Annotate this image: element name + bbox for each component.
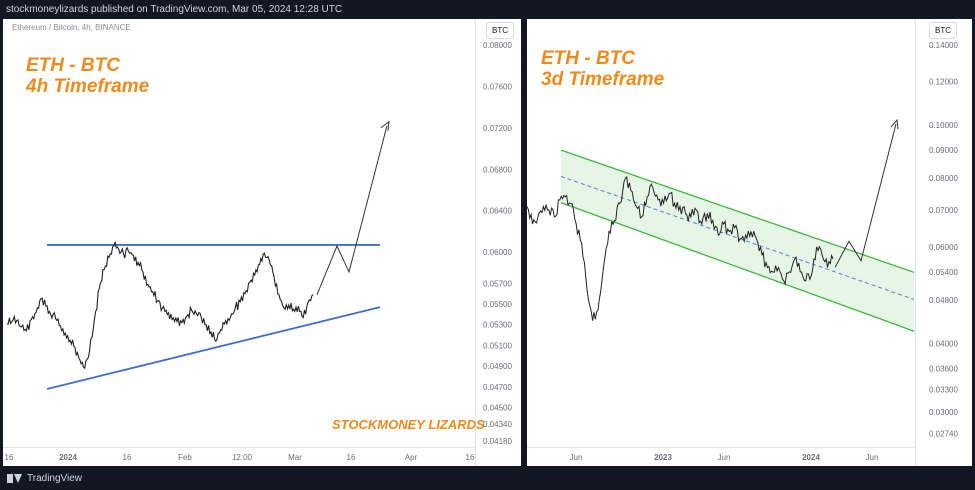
chart-panel-4h[interactable]: 0.08000 0.07600 0.07200 0.06800 0.06400 0.060… (3, 19, 521, 466)
price-tick-label: 0.14000 (929, 41, 958, 50)
price-tick-label: 0.03300 (929, 385, 958, 394)
price-axis-separator (915, 19, 916, 466)
price-tick-label: 0.08000 (483, 41, 512, 50)
price-series-line (527, 175, 834, 321)
symbol-info: Ethereum / Bitcoin, 4h, BINANCE (12, 23, 131, 32)
price-tick-label: 0.05100 (483, 341, 512, 350)
chart-title-3d: ETH - BTC 3d Timeframe (541, 48, 664, 90)
time-tick-label: Mar (288, 453, 302, 462)
tradingview-footer: TradingView (0, 467, 975, 490)
price-tick-label: 0.06000 (929, 243, 958, 252)
time-tick-label: 2024 (802, 453, 820, 462)
projection-arrowhead (380, 120, 390, 131)
price-tick-label: 0.12000 (929, 78, 958, 87)
chart-title-line2: 3d Timeframe (541, 69, 665, 90)
price-tick-label: 0.06000 (483, 248, 512, 257)
time-tick-label: 16 (5, 453, 14, 462)
channel-mid-line (560, 175, 915, 300)
price-tick-label: 0.06800 (483, 165, 512, 174)
author-watermark: STOCKMONEY LIZARDS (332, 417, 485, 432)
time-axis-separator (527, 447, 915, 448)
price-tick-label: 0.04700 (483, 383, 512, 392)
price-tick-label: 0.07000 (929, 206, 958, 215)
chart-panel-3d[interactable]: 0.14000 0.12000 0.10000 0.09000 0.08000 0.070… (527, 19, 972, 466)
price-tick-label: 0.04340 (483, 420, 512, 429)
channel-fill (561, 150, 914, 332)
time-tick-label: 16 (347, 453, 356, 462)
chart-4h-canvas[interactable]: 0.08000 0.07600 0.07200 0.06800 0.06400 0.060… (3, 19, 521, 466)
time-tick-label: 2023 (654, 453, 672, 462)
price-tick-label: 0.10000 (929, 121, 958, 130)
price-tick-label: 0.07600 (483, 82, 512, 91)
time-tick-label: 16 (123, 453, 132, 462)
price-tick-label: 0.04180 (483, 437, 512, 446)
price-tick-label: 0.06400 (483, 207, 512, 216)
publish-info-text: stockmoneylizards published on TradingVi… (6, 4, 343, 15)
time-tick-label: 2024 (59, 453, 77, 462)
price-tick-label: 0.05700 (483, 279, 512, 288)
price-tick-label: 0.04800 (929, 296, 958, 305)
price-tick-label: 0.02740 (929, 430, 958, 439)
chart-title-4h: ETH - BTC 4h Timeframe (26, 55, 149, 97)
tradingview-logo-icon (7, 474, 22, 483)
price-tick-label: 0.09000 (929, 146, 958, 155)
price-tick-label: 0.05300 (483, 321, 512, 330)
price-tick-label: 0.05500 (483, 300, 512, 309)
chart-title-line1: ETH - BTC (541, 48, 635, 69)
projection-arrowhead (890, 118, 899, 130)
chart-title-line2: 4h Timeframe (26, 76, 150, 97)
time-tick-label: Jun (866, 453, 879, 462)
time-tick-label: Jun (718, 453, 731, 462)
chart-3d-canvas[interactable]: 0.14000 0.12000 0.10000 0.09000 0.08000 0.070… (527, 19, 972, 466)
time-tick-label: Feb (178, 453, 192, 462)
currency-badge[interactable]: BTC (486, 22, 514, 39)
publish-info-bar: stockmoneylizards published on TradingVi… (0, 0, 975, 19)
price-tick-label: 0.08000 (929, 174, 958, 183)
time-tick-label: 12:00 (232, 453, 253, 462)
trendline-support (46, 306, 381, 390)
price-tick-label: 0.04900 (483, 362, 512, 371)
footer-brand: TradingView (27, 473, 83, 484)
time-tick-label: 16 (466, 453, 475, 462)
channel-lower-line (560, 202, 915, 332)
price-tick-label: 0.04500 (483, 404, 512, 413)
price-tick-label: 0.03000 (929, 408, 958, 417)
chart-title-line1: ETH - BTC (26, 55, 120, 76)
projection-path (834, 123, 897, 268)
time-tick-label: Jun (570, 453, 583, 462)
price-tick-label: 0.05400 (929, 268, 958, 277)
panel-divider (521, 19, 527, 467)
price-tick-label: 0.07200 (483, 124, 512, 133)
price-axis-separator (475, 19, 476, 466)
price-tick-label: 0.04000 (929, 339, 958, 348)
currency-badge[interactable]: BTC (929, 22, 957, 39)
projection-path (316, 125, 388, 295)
time-tick-label: Apr (405, 453, 418, 462)
price-series-line (6, 241, 314, 370)
price-tick-label: 0.03600 (929, 365, 958, 374)
time-axis-separator (3, 447, 475, 448)
